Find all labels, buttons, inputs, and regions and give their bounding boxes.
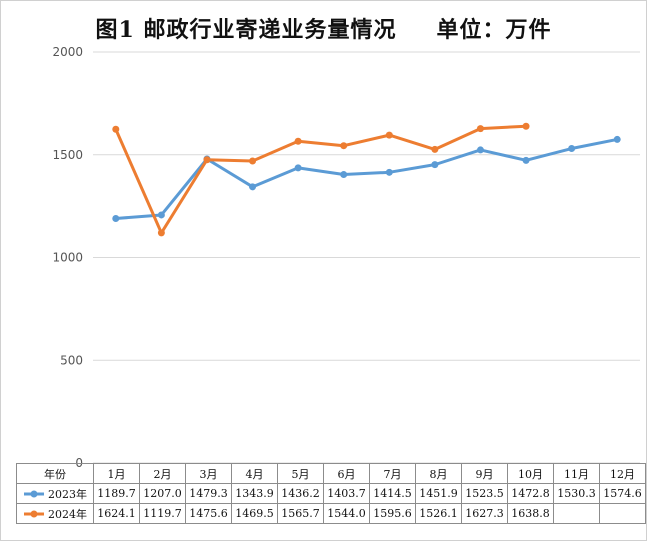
data-point: [112, 125, 120, 133]
table-category-label: 7月: [369, 463, 416, 484]
data-label: 1624.1: [93, 503, 140, 524]
data-label: 1595.6: [369, 503, 416, 524]
data-label: 1472.8: [507, 483, 554, 504]
data-point: [431, 145, 439, 153]
legend-entry: 2024年: [16, 503, 94, 524]
data-point: [476, 146, 484, 154]
table-category-label: 11月: [553, 463, 600, 484]
table-category-label: 8月: [415, 463, 462, 484]
data-label: 1414.5: [369, 483, 416, 504]
gridlines: [93, 51, 640, 464]
data-label: 1544.0: [323, 503, 370, 524]
chart-title-main: 图1 邮政行业寄递业务量情况: [95, 17, 397, 43]
data-point: [340, 171, 348, 179]
data-label: 1189.7: [93, 483, 140, 504]
table-series-row: 2024年 1624.1 1119.7 1475.6 1469.5 1565.7 1544.…: [16, 503, 646, 524]
chart-title: 图1 邮政行业寄递业务量情况 单位：万件: [0, 12, 647, 44]
table-category-label: 12月: [599, 463, 646, 484]
data-point: [568, 145, 576, 153]
series-line-1: [114, 124, 528, 235]
data-label: 1479.3: [185, 483, 232, 504]
data-label: 1343.9: [231, 483, 278, 504]
data-point: [340, 142, 348, 150]
data-label: 1475.6: [185, 503, 232, 524]
legend-label: 2023年: [48, 487, 87, 501]
table-category-label: 5月: [277, 463, 324, 484]
data-point: [522, 122, 530, 130]
series-points: [112, 122, 621, 237]
table-category-label: 3月: [185, 463, 232, 484]
data-point: [431, 161, 439, 169]
data-label: 1565.7: [277, 503, 324, 524]
data-table: 年份 1月 2月 3月 4月 5月 6月 7月 8月 9月 10月 11月 12月 2023年 1189…: [16, 463, 646, 524]
legend-label: 2024年: [48, 507, 87, 521]
data-label: 1530.3: [553, 483, 600, 504]
data-label: 1526.1: [415, 503, 462, 524]
data-label: 1469.5: [231, 503, 278, 524]
table-category-label: 1月: [93, 463, 140, 484]
series-lines: [114, 124, 619, 235]
data-point: [112, 215, 120, 223]
table-category-label: 6月: [323, 463, 370, 484]
data-label: 1451.9: [415, 483, 462, 504]
data-label: [553, 503, 600, 524]
chart-title-unit: 单位：万件: [436, 17, 552, 43]
table-series-row: 2023年 1189.7 1207.0 1479.3 1343.9 1436.2 1403.…: [16, 483, 646, 504]
data-point: [203, 156, 211, 164]
data-label: 1638.8: [507, 503, 554, 524]
data-label: 1403.7: [323, 483, 370, 504]
legend-entry: 2023年: [16, 483, 94, 504]
legend-key: [24, 490, 44, 497]
data-label: 1523.5: [461, 483, 508, 504]
data-label: 1119.7: [139, 503, 186, 524]
data-point: [157, 229, 165, 237]
y-tick-label: 2000: [52, 45, 83, 59]
table-category-label: 9月: [461, 463, 508, 484]
data-point: [385, 168, 393, 176]
legend-key: [24, 510, 44, 517]
y-tick-label: 1500: [52, 148, 83, 162]
data-label: 1436.2: [277, 483, 324, 504]
data-point: [385, 131, 393, 139]
data-point: [522, 156, 530, 164]
data-label: 1207.0: [139, 483, 186, 504]
data-point: [249, 157, 257, 165]
data-point: [294, 164, 302, 172]
data-label: [599, 503, 646, 524]
data-label: 1627.3: [461, 503, 508, 524]
series-line-0: [114, 137, 619, 221]
y-tick-label: 500: [60, 353, 83, 367]
table-category-label: 4月: [231, 463, 278, 484]
data-point: [249, 183, 257, 191]
data-point: [476, 125, 484, 133]
table-category-label: 10月: [507, 463, 554, 484]
table-category-label: 2月: [139, 463, 186, 484]
table-header-year: 年份: [16, 463, 94, 484]
data-point: [157, 211, 165, 219]
data-label: 1574.6: [599, 483, 646, 504]
data-point: [294, 137, 302, 145]
table-header-row: 年份 1月 2月 3月 4月 5月 6月 7月 8月 9月 10月 11月 12月: [16, 463, 646, 484]
data-point: [613, 135, 621, 143]
y-tick-label: 1000: [52, 251, 83, 265]
